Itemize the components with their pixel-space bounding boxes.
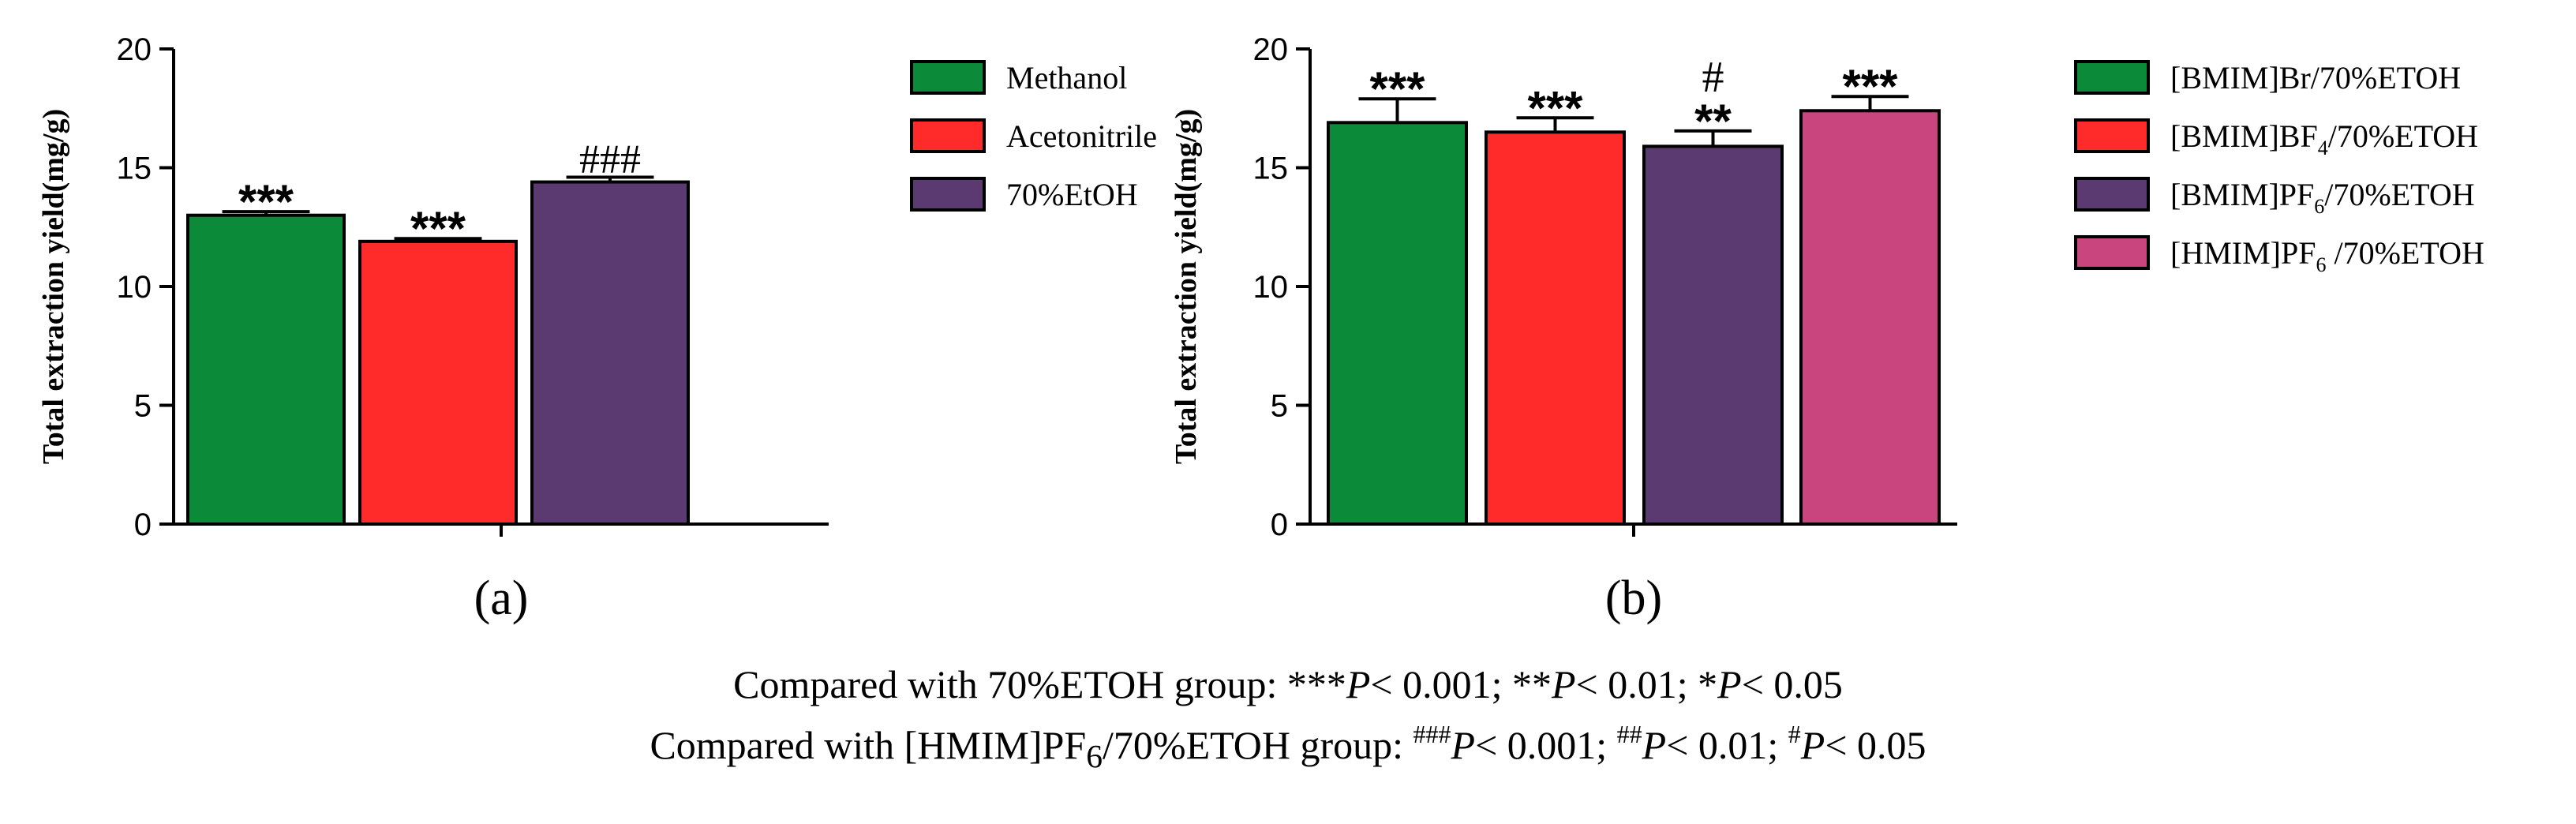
legend-swatch (2074, 235, 2150, 270)
legend-label: [BMIM]BF4/70%ETOH (2170, 118, 2478, 159)
footnote-2-thresh-1: < 0.001; (1475, 723, 1617, 767)
legend-swatch (2074, 177, 2150, 212)
bar-annotation: *** (410, 202, 466, 255)
bar-annotation: *** (1527, 81, 1583, 134)
footnote-1-p-1: P (1346, 662, 1371, 706)
footnote-2-p-2: P (1642, 723, 1667, 767)
bar (1799, 109, 1941, 526)
footnote-line-2: Compared with [HMIM]PF6/70%ETOH group: #… (0, 720, 2576, 776)
y-tick-label: 20 (117, 32, 152, 67)
footnote-1-thresh-1: < 0.001; (1370, 662, 1512, 706)
panel-label: (a) (474, 571, 529, 625)
footnote-2-sig-3: # (1788, 720, 1801, 748)
y-tick-label: 10 (1253, 270, 1289, 305)
legend-label-subscript: 6 (2314, 195, 2324, 218)
y-tick-label: 5 (134, 389, 152, 424)
legend-label: [HMIM]PF6 /70%ETOH (2170, 235, 2484, 276)
legend-swatch (910, 118, 986, 153)
bar-annotation: ### (579, 137, 641, 182)
legend-label: Acetonitrile (1006, 118, 1157, 154)
footnote-2-p-1: P (1451, 723, 1476, 767)
footnote-1-p-2: P (1552, 662, 1576, 706)
footnote-1-p-3: P (1717, 662, 1742, 706)
legend-label-base: [BMIM]PF (2170, 177, 2314, 212)
footnote-1-sig-2: ** (1512, 662, 1552, 706)
bar (1642, 144, 1784, 526)
y-tick-label: 10 (117, 270, 152, 305)
chart-panel-a: 0 5 10 15 20 Total extraction yield(mg/g) *** *… (37, 32, 1157, 625)
legend-swatch (910, 60, 986, 95)
legend-label: [BMIM]PF6/70%ETOH (2170, 177, 2475, 218)
bar-annotation: *** (1842, 60, 1898, 113)
legend-label-subscript: 4 (2318, 137, 2328, 159)
bar (1327, 121, 1468, 526)
legend-swatch (2074, 60, 2150, 95)
footnote-2-lead-sub: 6 (1086, 739, 1103, 775)
legend-label-rest: /70%ETOH (2328, 118, 2478, 154)
y-tick-label: 0 (1271, 508, 1288, 542)
bar-annotation: ** (1694, 95, 1732, 148)
legend-label: 70%EtOH (1006, 177, 1138, 212)
y-tick-label: 0 (134, 508, 152, 542)
bar-annotation: *** (238, 175, 294, 228)
footnote-2-sig-1: ### (1413, 720, 1451, 748)
bar (1485, 130, 1626, 526)
legend-label-subscript: 6 (2316, 253, 2326, 276)
legend-label-base: [HMIM]PF (2170, 235, 2316, 271)
legend-label: [BMIM]Br/70%ETOH (2170, 60, 2461, 96)
footnote-line-1: Compared with 70%ETOH group: ***P< 0.001… (0, 661, 2576, 707)
footnote-2-lead-a: Compared with [HMIM]PF (650, 723, 1087, 767)
legend-label-rest: /70%ETOH (2326, 235, 2484, 271)
legend-label: Methanol (1006, 60, 1127, 96)
footnote-1-sig-1: *** (1286, 662, 1346, 706)
footnote-2-p-3: P (1800, 723, 1825, 767)
bar-annotation: *** (1369, 62, 1425, 115)
y-tick-label: 20 (1253, 32, 1289, 67)
footnote-1-thresh-3: < 0.05 (1741, 662, 1843, 706)
panel-label: (b) (1605, 571, 1662, 625)
legend-label-rest: /70%ETOH (2324, 177, 2474, 212)
footnote-1-thresh-2: < 0.01; (1575, 662, 1698, 706)
footnote-2-thresh-2: < 0.01; (1666, 723, 1788, 767)
legend-label-base: [BMIM]BF (2170, 118, 2318, 154)
legend-swatch (910, 177, 986, 212)
bar-annotation-upper: # (1702, 53, 1724, 102)
footnote-1-lead: Compared with 70%ETOH group: (733, 662, 1287, 706)
y-tick-label: 15 (1253, 152, 1289, 186)
y-axis-title: Total extraction yield(mg/g) (37, 109, 70, 464)
bar (186, 213, 346, 526)
y-tick-label: 15 (117, 152, 152, 186)
footnote-2-sig-2: ## (1616, 720, 1642, 748)
bar (530, 180, 690, 526)
legend-swatch (2074, 118, 2150, 153)
footnote-2-lead-b: /70%ETOH group: (1103, 723, 1413, 767)
footnote-2-thresh-3: < 0.05 (1825, 723, 1926, 767)
bar (358, 239, 518, 526)
footnote-1-sig-3: * (1698, 662, 1718, 706)
y-tick-label: 5 (1271, 389, 1288, 424)
y-axis-title: Total extraction yield(mg/g) (1170, 109, 1203, 464)
